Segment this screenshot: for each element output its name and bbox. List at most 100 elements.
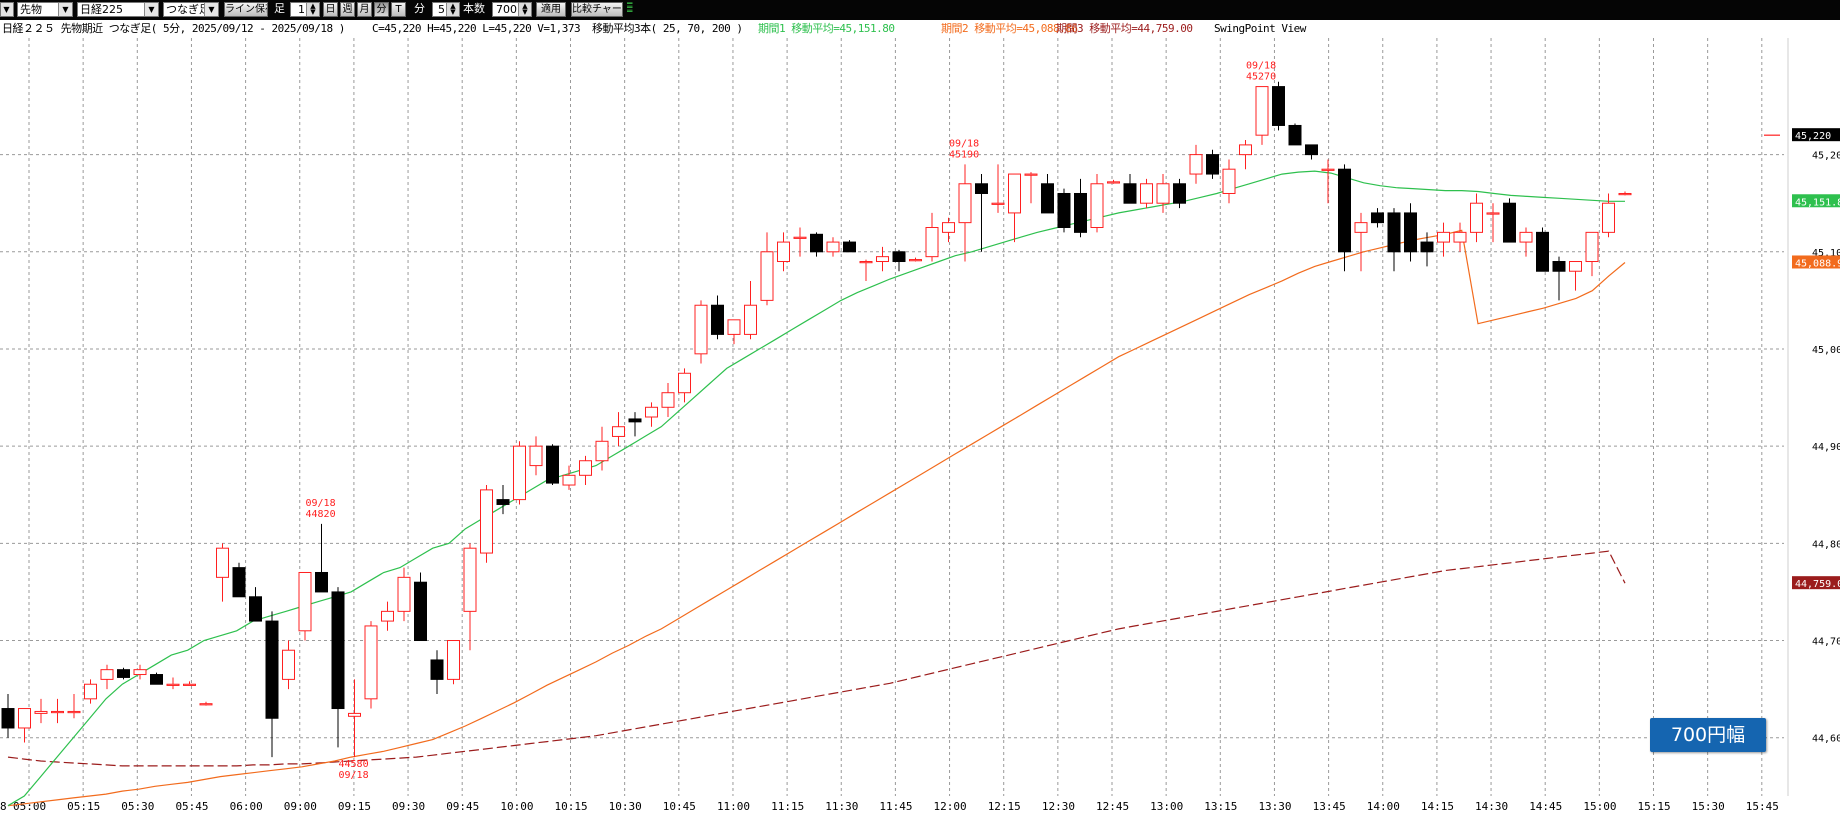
candle-body xyxy=(1156,183,1170,204)
candle-body xyxy=(678,372,691,394)
apply-button[interactable]: 適用 xyxy=(536,2,566,17)
minute-button[interactable]: 分 xyxy=(374,2,389,17)
candle-body xyxy=(1305,144,1318,156)
candle-body xyxy=(1470,202,1483,233)
candle-body xyxy=(463,547,477,612)
candle-body xyxy=(958,183,972,224)
candle-body xyxy=(1222,168,1236,194)
candle-body xyxy=(628,418,642,423)
ashi-input[interactable]: 1 ▲ ▼ xyxy=(290,2,320,17)
candle-body xyxy=(1272,86,1285,126)
candle-body xyxy=(1536,231,1549,272)
x-tick-label: 10:00 xyxy=(500,800,533,813)
current-price-tag xyxy=(1792,128,1840,142)
minute-value: 5 xyxy=(438,3,445,16)
candle-body xyxy=(1090,183,1104,228)
chart-kind-select[interactable]: つなぎ足 ▼ xyxy=(163,2,219,17)
x-tick-label: 09:00 xyxy=(284,800,317,813)
candle-body xyxy=(34,710,48,714)
candle-body xyxy=(315,571,328,593)
candle-body xyxy=(1618,192,1632,196)
line-chart-icon[interactable]: ═ ═ ═ xyxy=(627,2,633,17)
x-tick-label: 10:15 xyxy=(555,800,588,813)
x-tick-label: 09:15 xyxy=(338,800,371,813)
candle-body xyxy=(364,625,378,700)
tick-button[interactable]: T xyxy=(391,2,406,17)
swing-date-label: 09/18 xyxy=(339,770,369,781)
candle-body xyxy=(1173,183,1186,204)
candle-body xyxy=(529,445,543,467)
candlestick-chart[interactable]: 45,200 45,100 45,000 44,900 44,800 44,700 44,6… xyxy=(0,38,1840,816)
ashi-value: 1 xyxy=(298,3,305,16)
chevron-down-icon: ▼ xyxy=(204,3,218,16)
swing-price-label: 44820 xyxy=(306,509,336,520)
ma1-price-tag xyxy=(1792,194,1840,208)
x-tick-label: 14:30 xyxy=(1475,800,1508,813)
candle-body xyxy=(430,659,444,680)
candle-body xyxy=(942,222,955,233)
candle-body xyxy=(595,440,609,462)
candle-body xyxy=(1107,181,1120,184)
candle-body xyxy=(1074,192,1087,233)
candle-body xyxy=(1437,231,1450,243)
candle-body xyxy=(480,489,493,554)
spinner-icon[interactable]: ▲ ▼ xyxy=(306,3,319,16)
symbol-select[interactable]: 日経225 ▼ xyxy=(77,2,159,17)
candle-body xyxy=(348,712,361,717)
swing-point-toggle[interactable]: SwingPoint View xyxy=(1214,22,1306,35)
swing-price-label: 45270 xyxy=(1246,72,1276,83)
day-button[interactable]: 日 xyxy=(323,2,338,17)
candle-body xyxy=(711,304,724,335)
market-type-select[interactable]: 先物 ▼ xyxy=(17,2,73,17)
candle-body xyxy=(612,426,625,437)
count-value: 700 xyxy=(496,3,517,16)
chevron-down-icon: ▼ xyxy=(1,3,13,16)
candle-body xyxy=(331,591,345,710)
candle-body xyxy=(925,227,939,258)
month-button[interactable]: 月 xyxy=(357,2,372,17)
minute-input[interactable]: 5 ▲ ▼ xyxy=(432,2,460,17)
compare-chart-button[interactable]: 比較チャート xyxy=(571,2,623,17)
menu-dropdown[interactable]: ▼ xyxy=(0,2,14,17)
candle-body xyxy=(760,251,774,301)
y-tick-label: 45,000 xyxy=(1812,345,1840,356)
candle-body xyxy=(1057,192,1071,229)
x-tick-label: 12:00 xyxy=(934,800,967,813)
x-tick-label: 05:15 xyxy=(67,800,100,813)
spinner-icon[interactable]: ▲ ▼ xyxy=(446,3,459,16)
ma1-readout: 期間1 移動平均=45,151.80 xyxy=(758,22,895,35)
candle-body xyxy=(975,183,988,194)
x-tick-label: 09:45 xyxy=(446,800,479,813)
chart-title: 日経２２５ 先物期近 つなぎ足( 5分, 2025/09/12 - 2025/0… xyxy=(2,22,345,35)
candle-body xyxy=(117,669,130,678)
candle-body xyxy=(1239,144,1252,156)
candle-body xyxy=(777,241,790,263)
candle-body xyxy=(381,610,394,622)
candle-body xyxy=(1008,173,1021,214)
ma3-price-tag xyxy=(1792,576,1840,590)
swing-price-label: 45190 xyxy=(949,149,979,160)
candle-body xyxy=(909,259,922,262)
candle-body xyxy=(513,445,526,501)
x-tick-label: 11:15 xyxy=(771,800,804,813)
x-tick-label: 14:15 xyxy=(1421,800,1454,813)
x-tick-label: 06:00 xyxy=(230,800,263,813)
candle-body xyxy=(1387,212,1401,253)
x-tick-label: 11:30 xyxy=(825,800,858,813)
candle-body xyxy=(1371,212,1384,224)
market-type-value: 先物 xyxy=(20,3,42,16)
ma1-line xyxy=(7,170,1625,807)
spinner-icon[interactable]: ▲ ▼ xyxy=(518,3,531,16)
x-tick-label: 10:30 xyxy=(609,800,642,813)
candle-body xyxy=(249,596,262,622)
candle-body xyxy=(282,649,295,680)
save-line-button[interactable]: ライン保存 xyxy=(224,2,268,17)
ma2-price-tag-text: 45,088.9 xyxy=(1795,258,1840,269)
count-input[interactable]: 700 ▲ ▼ xyxy=(492,2,532,17)
candle-body xyxy=(1321,168,1335,171)
y-tick-label: 45,200 xyxy=(1812,151,1840,162)
week-button[interactable]: 週 xyxy=(340,2,355,17)
candle-body xyxy=(892,251,906,263)
candle-body xyxy=(1602,202,1615,233)
candle-body xyxy=(414,581,427,642)
